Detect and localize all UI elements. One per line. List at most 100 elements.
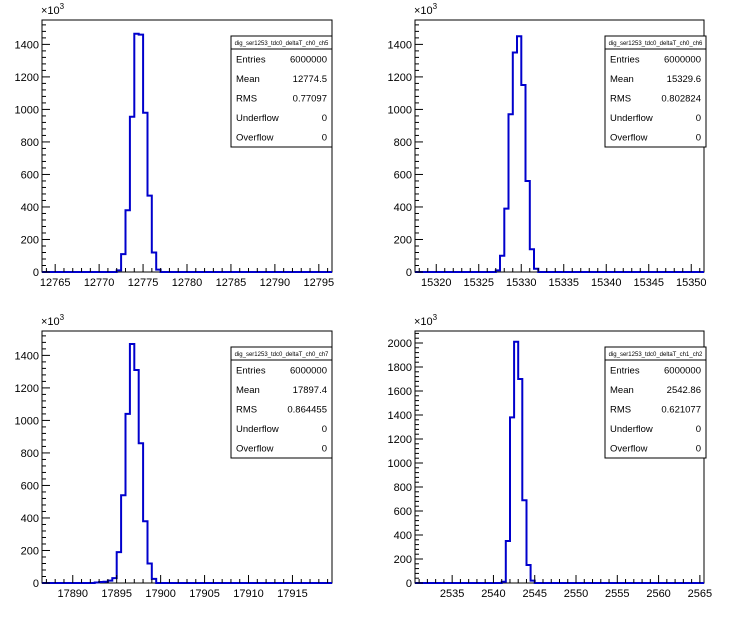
- stats-row-value: 0: [322, 424, 327, 435]
- stats-row-value: 0: [322, 113, 327, 124]
- stats-row-label: RMS: [236, 94, 257, 105]
- x-tick-label: 2555: [605, 588, 629, 600]
- histogram-series: [42, 343, 332, 584]
- y-tick-label: 1800: [388, 362, 412, 374]
- stats-row-label: RMS: [610, 94, 631, 105]
- y-tick-label: 1200: [15, 72, 39, 84]
- stats-row-value: 6000000: [664, 54, 701, 65]
- stats-row-value: 6000000: [290, 365, 327, 376]
- stats-row-value: 0: [322, 444, 327, 455]
- y-tick-label: 200: [21, 545, 39, 557]
- histogram-bin: [121, 495, 125, 583]
- y-tick-label: 600: [21, 480, 39, 492]
- x-tick-label: 12765: [40, 277, 71, 289]
- y-axis-multiplier-exponent: 3: [433, 313, 438, 322]
- histogram-bin: [530, 249, 534, 272]
- histogram-bin: [130, 344, 134, 583]
- histogram-bin: [143, 521, 147, 583]
- stats-row-label: Mean: [236, 385, 260, 396]
- y-tick-label: 400: [394, 202, 412, 214]
- y-tick-label: 0: [33, 267, 39, 279]
- histogram-bin: [518, 379, 522, 583]
- x-tick-label: 2560: [646, 588, 670, 600]
- stats-box-frame: [604, 35, 707, 148]
- x-tick-label: 17910: [233, 588, 264, 600]
- y-tick-label: 1400: [388, 410, 412, 422]
- histogram-bin: [510, 417, 514, 583]
- y-tick-label: 200: [394, 234, 412, 246]
- x-tick-label: 17895: [101, 588, 132, 600]
- histogram-bin: [126, 414, 130, 583]
- x-tick-label: 15350: [676, 277, 707, 289]
- histogram-bin: [496, 270, 500, 272]
- y-tick-label: 600: [21, 169, 39, 181]
- y-axis-multiplier-exponent: 3: [60, 2, 65, 11]
- histogram-bin: [139, 35, 143, 272]
- histogram-bin: [504, 209, 508, 272]
- stats-row-value: 0.621077: [661, 405, 701, 416]
- stats-row-label: Entries: [610, 365, 640, 376]
- stats-row-value: 0: [696, 113, 701, 124]
- y-tick-label: 1400: [15, 350, 39, 362]
- y-tick-label: 800: [394, 137, 412, 149]
- histogram-bin: [95, 583, 99, 584]
- y-axis-multiplier-exponent: 3: [433, 2, 438, 11]
- x-tick-label: 17890: [57, 588, 88, 600]
- histogram-bin: [502, 582, 506, 583]
- y-axis-multiplier: ×103: [41, 2, 65, 17]
- histogram-series: [415, 35, 704, 273]
- stats-row-label: Mean: [236, 74, 260, 85]
- stats-row-value: 6000000: [664, 365, 701, 376]
- stats-row-label: RMS: [236, 405, 257, 416]
- histogram-bin: [521, 85, 525, 272]
- stats-box-frame: [604, 346, 707, 459]
- stats-row-label: Underflow: [610, 113, 653, 124]
- histogram-bin: [126, 210, 130, 272]
- histogram-bin: [527, 565, 531, 583]
- x-tick-label: 2545: [522, 588, 546, 600]
- x-tick-label: 15325: [463, 277, 494, 289]
- y-tick-label: 1000: [15, 104, 39, 116]
- histogram-bin: [148, 196, 152, 272]
- histogram-bin: [148, 564, 152, 584]
- histogram-bin: [156, 270, 160, 272]
- stats-row-value: 0.864455: [287, 405, 327, 416]
- x-tick-label: 2565: [688, 588, 712, 600]
- histogram-bin: [152, 253, 156, 273]
- stats-title: dig_ser1253_tdc0_deltaT_ch0_ch6: [609, 41, 703, 47]
- y-axis-multiplier-exponent: 3: [60, 313, 65, 322]
- y-axis-multiplier: ×103: [41, 313, 65, 328]
- y-tick-label: 1000: [15, 415, 39, 427]
- y-tick-label: 600: [394, 506, 412, 518]
- stats-row-label: Underflow: [236, 113, 279, 124]
- y-axis-multiplier: ×103: [414, 313, 438, 328]
- stats-row-value: 0: [696, 444, 701, 455]
- stats-box-frame: [230, 35, 333, 148]
- x-tick-label: 17900: [145, 588, 176, 600]
- stats-row-label: Mean: [610, 385, 634, 396]
- stats-row-label: Mean: [610, 74, 634, 85]
- stats-title: dig_ser1253_tdc0_deltaT_ch0_ch5: [235, 41, 329, 47]
- x-tick-label: 12770: [84, 277, 115, 289]
- histogram-panels: 0 200 400 600 800 1000 1200 1400 12765 12770 12775…: [15, 2, 713, 600]
- stats-box: dig_ser1253_tdc0_deltaT_ch0_ch6 Entries 60…: [604, 35, 707, 148]
- x-tick-label: 2535: [440, 588, 464, 600]
- stats-row-value: 2542.86: [667, 385, 701, 396]
- y-axis-multiplier-base: ×10: [414, 5, 433, 17]
- y-tick-label: 600: [394, 169, 412, 181]
- x-tick-label: 12795: [304, 277, 335, 289]
- histogram-panel: 0 200 400 600 800 1000 1200 1400 15320 15325 15330…: [388, 2, 707, 289]
- stats-row-value: 0.802824: [661, 94, 701, 105]
- y-tick-label: 800: [394, 482, 412, 494]
- y-tick-label: 1400: [15, 39, 39, 51]
- y-tick-label: 1000: [388, 458, 412, 470]
- y-tick-label: 0: [406, 267, 412, 279]
- histogram-bin: [117, 552, 121, 583]
- x-tick-label: 15340: [591, 277, 622, 289]
- y-tick-label: 1000: [388, 104, 412, 116]
- stats-row-label: Entries: [610, 54, 640, 65]
- stats-box-frame: [230, 346, 333, 459]
- stats-row-value: 12774.5: [293, 74, 327, 85]
- histogram-bin: [139, 443, 143, 583]
